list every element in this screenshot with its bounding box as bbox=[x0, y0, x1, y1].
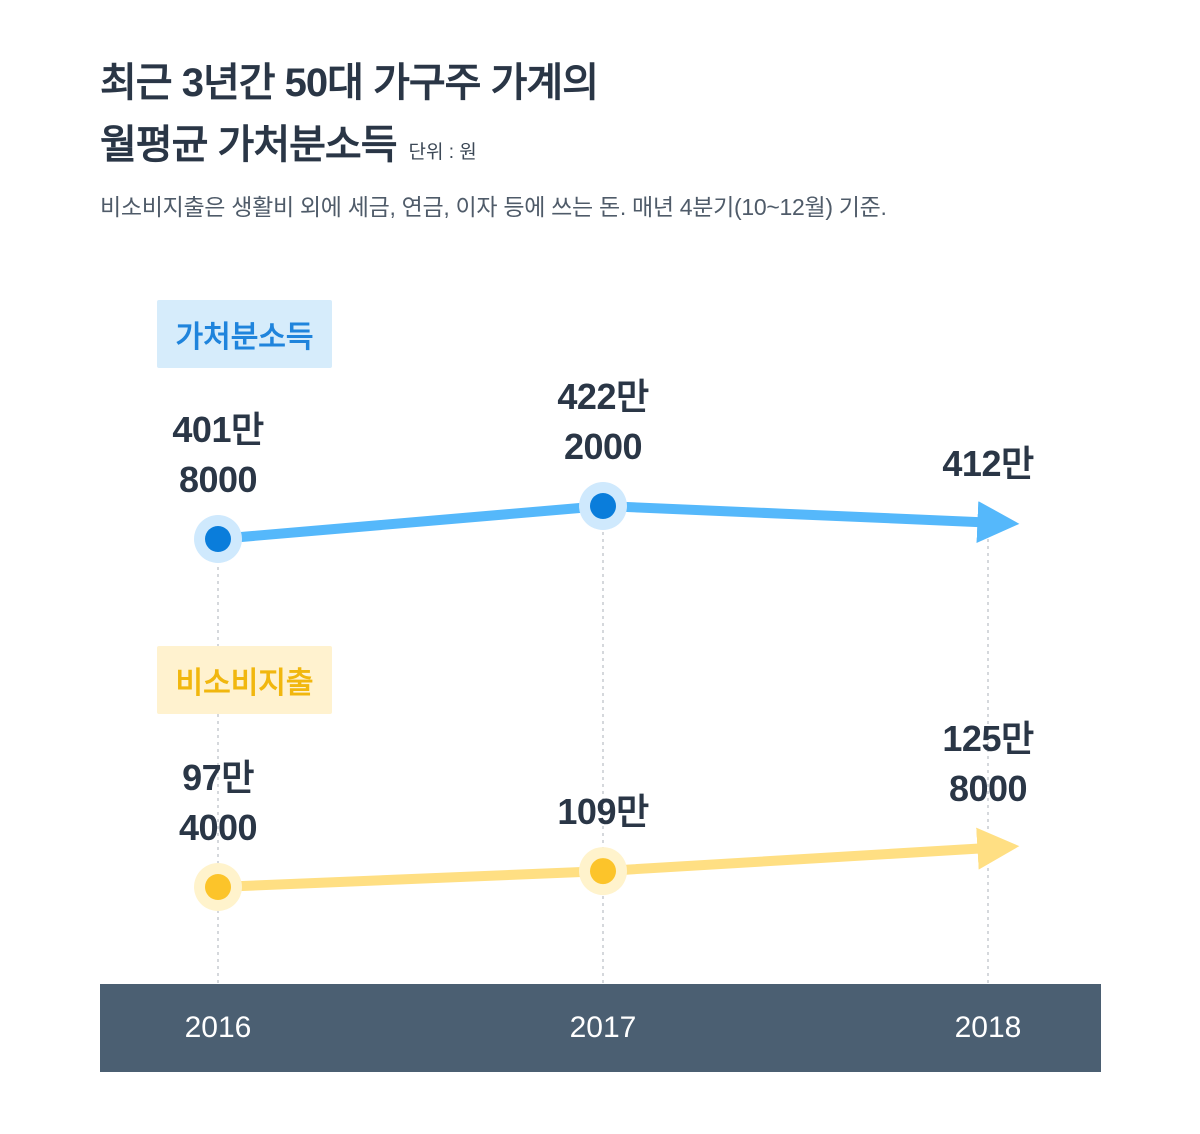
spend-value-label-2017: 109만 bbox=[493, 787, 713, 837]
spend-point-2016 bbox=[205, 874, 231, 900]
income-value-label-2016: 401만 8000 bbox=[108, 405, 328, 505]
income-value-label-2016-line-1: 401만 bbox=[172, 409, 264, 450]
chart-title-line-2-text: 월평균 가처분소득 bbox=[100, 123, 398, 167]
x-tick-label-2017: 2017 bbox=[569, 1011, 637, 1044]
income-value-label-2018-line-1: 412만 bbox=[942, 442, 1034, 484]
chart-title-line-1: 최근 3년간 50대 가구주 가계의 bbox=[100, 61, 599, 105]
spend-value-label-2018-line-2: 8000 bbox=[948, 768, 1028, 809]
income-value-label-2016-line-2: 8000 bbox=[178, 459, 258, 500]
income-point-2016 bbox=[205, 526, 231, 552]
spend-value-label-2016-line-1: 97만 bbox=[182, 757, 254, 798]
x-tick-label-2016: 2016 bbox=[184, 1011, 252, 1044]
income-value-label-2017-line-1: 422만 bbox=[557, 376, 649, 417]
chart-subtitle: 비소비지출은 생활비 외에 세금, 연금, 이자 등에 쓰는 돈. 매년 4분기… bbox=[100, 194, 887, 220]
chart-title-line-2: 월평균 가처분소득 단위 : 원 bbox=[100, 114, 598, 184]
spend-value-label-2018: 125만 8000 bbox=[878, 714, 1098, 814]
income-point-2017 bbox=[590, 493, 616, 519]
x-axis-band bbox=[100, 984, 1101, 1072]
income-value-label-2018: 412만 bbox=[878, 439, 1098, 489]
spend-point-2017 bbox=[590, 858, 616, 885]
income-value-label-2017-line-2: 2000 bbox=[563, 426, 643, 467]
chart-title: 최근 3년간 50대 가구주 가계의 월평균 가처분소득 단위 : 원 bbox=[100, 52, 599, 184]
x-tick-label-2018: 2018 bbox=[954, 1011, 1022, 1044]
legend-tag-spend: 비소비지출 bbox=[157, 646, 332, 714]
spend-value-label-2018-line-1: 125만 bbox=[942, 718, 1034, 759]
spend-value-label-2017-line-1: 109만 bbox=[557, 791, 649, 833]
legend-tag-income: 가처분소득 bbox=[157, 300, 332, 368]
unit-label: 단위 : 원 bbox=[408, 142, 477, 163]
income-value-label-2017: 422만 2000 bbox=[493, 372, 713, 472]
spend-value-label-2016: 97만 4000 bbox=[108, 753, 328, 853]
spend-value-label-2016-line-2: 4000 bbox=[178, 807, 258, 848]
